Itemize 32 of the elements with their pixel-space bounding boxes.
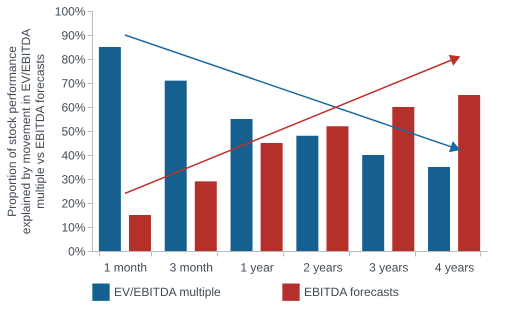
y-tick-label: 60% [61, 100, 86, 114]
y-tick-label: 30% [61, 172, 86, 186]
x-tick-label: 3 years [369, 260, 408, 274]
bar [362, 155, 384, 251]
bar [260, 143, 283, 251]
x-tick-label: 2 years [303, 260, 343, 274]
bar [458, 95, 480, 251]
y-tick-label: 80% [61, 52, 86, 66]
bar [428, 167, 450, 251]
bar [230, 119, 253, 251]
y-tick-label: 0% [68, 244, 86, 258]
x-tick-label: 4 years [434, 260, 474, 274]
y-axis-title: Proportion of stock performance explained by movement in EV/EBITDA multiple vs EBITDA forecasts [4, 28, 47, 234]
bar [392, 107, 414, 251]
y-tick-label: 70% [61, 76, 86, 90]
y-tick-label: 40% [61, 148, 86, 162]
x-tick-label: 1 month [104, 260, 148, 274]
legend-label: EBITDA forecasts [304, 285, 399, 300]
x-tick-label: 3 month [170, 260, 213, 274]
bar [296, 136, 318, 251]
bar [164, 80, 187, 251]
bar [128, 215, 151, 251]
y-tick-label: 90% [61, 28, 86, 42]
y-tick-label: 100% [54, 4, 86, 18]
y-tick-label: 20% [61, 196, 86, 210]
bar [194, 181, 217, 251]
y-tick-label: 50% [61, 124, 86, 138]
bar [98, 47, 121, 251]
y-tick-label: 10% [61, 220, 86, 234]
legend-label: EV/EBITDA multiple [114, 285, 222, 300]
bar [326, 126, 348, 251]
x-tick-label: 1 year [240, 260, 274, 274]
